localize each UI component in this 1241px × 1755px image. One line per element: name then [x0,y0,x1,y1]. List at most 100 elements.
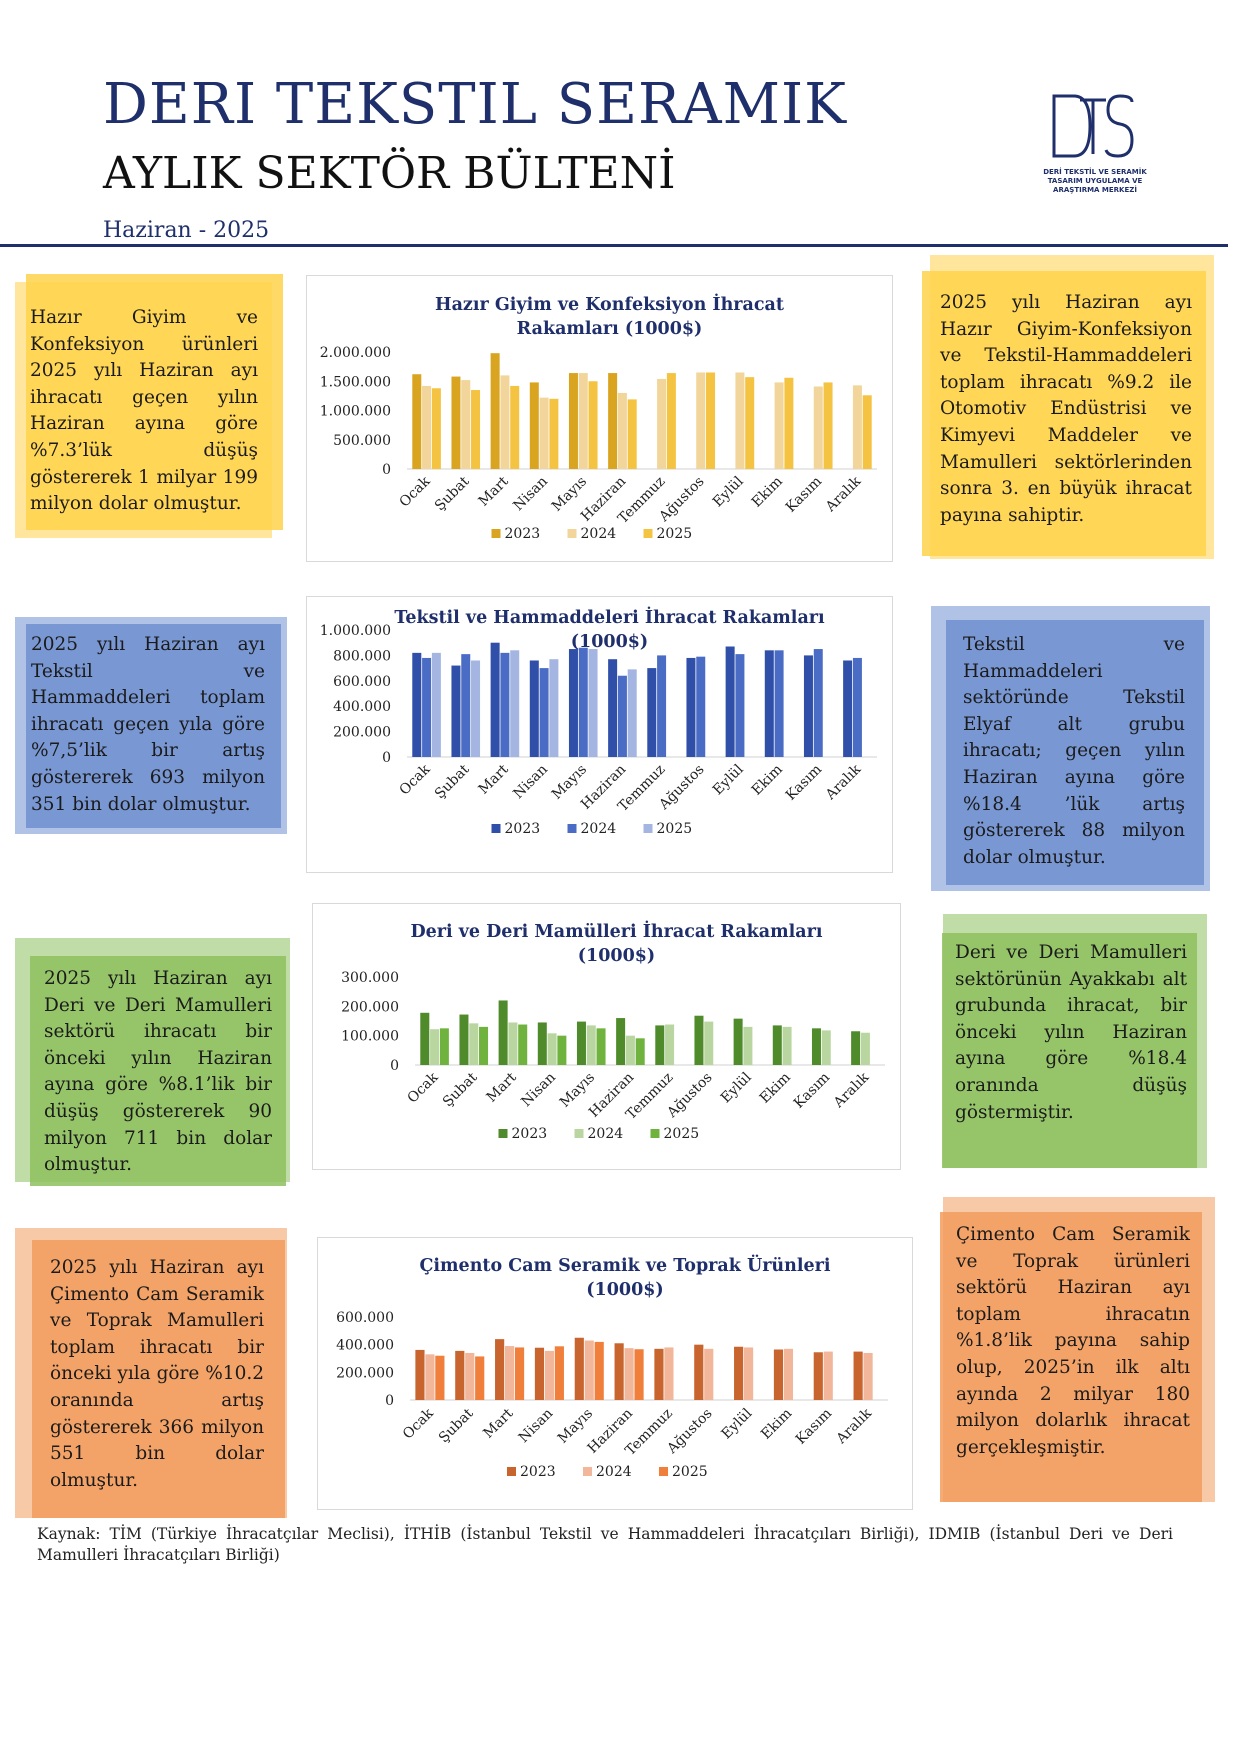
x-tick-label: Ekim [757,1070,794,1107]
source-note: Kaynak: TİM (Türkiye İhracatçılar Meclis… [37,1525,1173,1564]
x-tick-label: Eylül [710,761,747,798]
bar-2024-Mart [500,375,510,469]
chart-tekstil: Tekstil ve Hammaddeleri İhracat Rakamlar… [306,596,893,873]
bar-2025-Ocak [431,652,441,757]
bar-2024-Eylül [735,654,745,757]
x-tick-label: Şubat [432,473,473,514]
legend-swatch [574,1129,584,1138]
bar-2024-Temmuz [665,1024,675,1065]
bar-2025-Ocak [431,388,441,469]
bar-2024-Ağustos [704,1348,714,1400]
bar-2023-Mayıs [568,649,578,757]
bar-2024-Ekim [782,1026,792,1065]
chart-title: Hazır Giyim ve Konfeksiyon İhracat [435,294,784,315]
x-tick-label: Şubat [432,761,473,802]
bar-2023-Mart [495,1339,505,1400]
chart-title: (1000$) [578,946,655,966]
bar-2023-Şubat [451,665,461,757]
bar-2025-Haziran [635,1038,645,1065]
chart-deri: Deri ve Deri Mamülleri İhracat Rakamları… [312,903,901,1170]
legend-label: 2024 [588,1126,624,1142]
bar-2024-Ekim [774,382,784,469]
legend-label: 2023 [520,1464,556,1480]
bar-2024-Eylül [744,1347,754,1400]
chart-svg: Hazır Giyim ve Konfeksiyon İhracat Rakaml… [320,294,877,542]
y-tick-label: 400.000 [336,1338,394,1354]
bar-2024-Şubat [469,1023,479,1065]
chart-title: (1000$) [571,632,648,652]
bar-2025-Nisan [549,659,559,757]
legend-swatch [643,529,653,538]
bar-2025-Nisan [557,1035,567,1065]
bulletin-date: Haziran - 2025 [103,218,270,243]
x-tick-label: Mart [480,1405,516,1441]
bar-2025-Haziran [627,399,637,469]
bar-2023-Ekim [773,1349,784,1400]
bar-2024-Eylül [735,372,745,469]
bar-2025-Mart [514,1347,525,1400]
x-tick-label: Nisan [518,1070,559,1111]
y-tick-label: 0 [385,1393,394,1409]
bar-2024-Ekim [774,650,784,757]
info-text: 2025 yılı Haziran ayı Çimento Cam Serami… [50,1257,264,1491]
bar-2024-Nisan [539,397,549,469]
y-tick-label: 600.000 [333,674,391,690]
bar-2023-Temmuz [655,1025,665,1065]
y-tick-label: 2.000.000 [320,345,391,361]
bar-2024-Ağustos [696,656,706,757]
bar-2024-Kasım [813,386,823,469]
chart-title: Rakamları (1000$) [517,319,703,339]
bar-2023-Mart [490,353,500,469]
chart-title: Tekstil ve Hammaddeleri İhracat Rakamlar… [394,607,825,628]
bar-2024-Kasım [823,1351,833,1400]
bar-2025-Şubat [475,1356,485,1400]
legend-label: 2025 [657,526,693,542]
bar-2023-Şubat [455,1350,465,1400]
y-tick-label: 200.000 [341,999,399,1015]
bar-2025-Şubat [471,660,481,757]
x-tick-label: Nisan [510,474,551,515]
bar-2025-Aralık [862,395,872,469]
chart-hazir-giyim: Hazır Giyim ve Konfeksiyon İhracat Rakaml… [306,275,893,562]
bar-2025-Nisan [549,398,559,469]
x-tick-label: Ekim [758,1406,795,1443]
legend-swatch [643,824,653,833]
y-tick-label: 200.000 [336,1365,394,1381]
legend-swatch [567,824,577,833]
bar-2023-Şubat [459,1014,469,1065]
x-tick-label: Nisan [516,1406,557,1447]
bar-2023-Şubat [451,376,461,469]
x-tick-label: Eylül [710,473,747,510]
bar-2023-Eylül [725,646,735,757]
bar-2024-Şubat [461,654,471,757]
logo-text-line: TASARIM UYGULAMA VE [1047,177,1143,185]
info-text: Tekstil ve Hammaddeleri sektöründe Tekst… [963,634,1185,868]
x-tick-label: Kasım [783,474,825,516]
x-tick-label: Ocak [400,1405,437,1442]
bar-2023-Temmuz [647,668,657,757]
chart-title: Deri ve Deri Mamülleri İhracat Rakamları [410,921,822,942]
bar-2024-Mayıs [586,1025,596,1065]
y-tick-label: 100.000 [341,1029,399,1045]
bar-2023-Kasım [811,1028,821,1065]
y-tick-label: 300.000 [341,970,399,986]
bulletin-title: DERI TEKSTIL SERAMIK [103,72,847,137]
bar-2024-Ocak [422,385,432,469]
info-text: Hazır Giyim ve Konfeksiyon ürünleri 2025… [30,307,258,515]
bar-2025-Eylül [745,377,755,469]
bar-2023-Mart [498,1000,508,1065]
bar-2023-Nisan [529,660,539,757]
bar-2024-Mart [500,652,510,757]
info-text: 2025 yılı Haziran ayı Deri ve Deri Mamul… [44,968,272,1176]
bar-2024-Haziran [617,392,627,469]
x-tick-label: Ocak [405,1069,442,1106]
y-tick-label: 0 [382,462,391,478]
bar-2024-Temmuz [664,1347,674,1400]
y-tick-label: 1.000.000 [320,404,391,420]
legend-swatch [491,824,501,833]
x-tick-label: Kasım [791,1070,833,1112]
x-tick-label: Eylül [719,1405,756,1442]
bar-2023-Mayıs [568,373,578,469]
bar-2023-Kasım [813,1352,823,1400]
y-tick-label: 0 [382,750,391,766]
